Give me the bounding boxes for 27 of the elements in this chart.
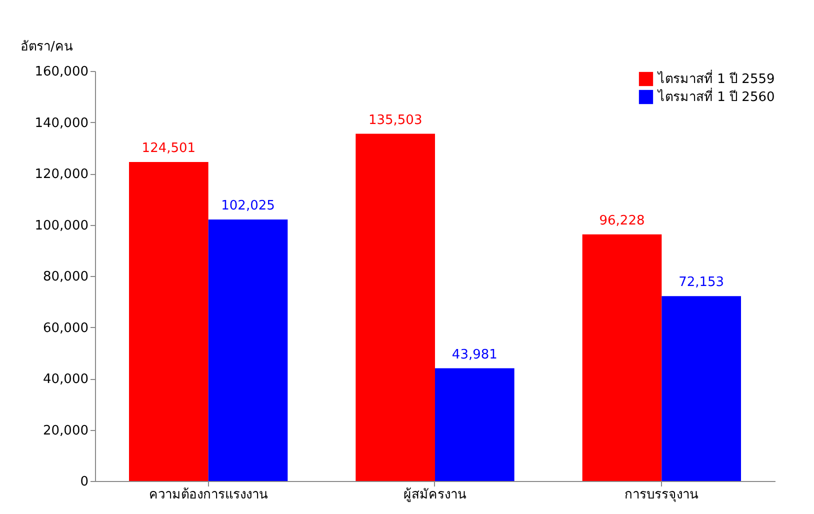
y-tick-label: 160,000 <box>34 64 88 80</box>
legend-label: ไตรมาสที่ 1 ปี 2560 <box>657 88 775 105</box>
data-label: 43,981 <box>452 347 498 362</box>
legend-label: ไตรมาสที่ 1 ปี 2559 <box>657 70 775 87</box>
y-tick-label: 100,000 <box>34 218 88 234</box>
y-tick-label: 120,000 <box>34 167 88 182</box>
y-tick-label: 60,000 <box>43 320 88 336</box>
bar <box>435 368 514 481</box>
bar <box>662 296 741 481</box>
x-tick-label: ความต้องการแรงงาน <box>148 488 268 502</box>
y-tick-label: 20,000 <box>43 423 88 438</box>
bar <box>208 220 288 481</box>
y-axis-title: อัตรา/คน <box>20 40 73 54</box>
x-tick-label: การบรรจุงาน <box>624 488 699 502</box>
data-label: 96,228 <box>599 213 645 228</box>
y-tick-label: 140,000 <box>34 116 88 131</box>
data-label: 124,501 <box>142 140 196 156</box>
bar <box>129 162 208 481</box>
data-label: 102,025 <box>221 198 275 214</box>
x-tick-label: ผู้สมัครงาน <box>404 488 466 502</box>
y-tick-label: 0 <box>80 474 88 490</box>
data-label: 72,153 <box>678 275 724 290</box>
bar <box>356 134 435 481</box>
data-label: 135,503 <box>368 112 422 128</box>
y-tick-label: 80,000 <box>43 270 88 284</box>
y-tick-label: 40,000 <box>43 372 88 387</box>
bar <box>582 234 662 481</box>
